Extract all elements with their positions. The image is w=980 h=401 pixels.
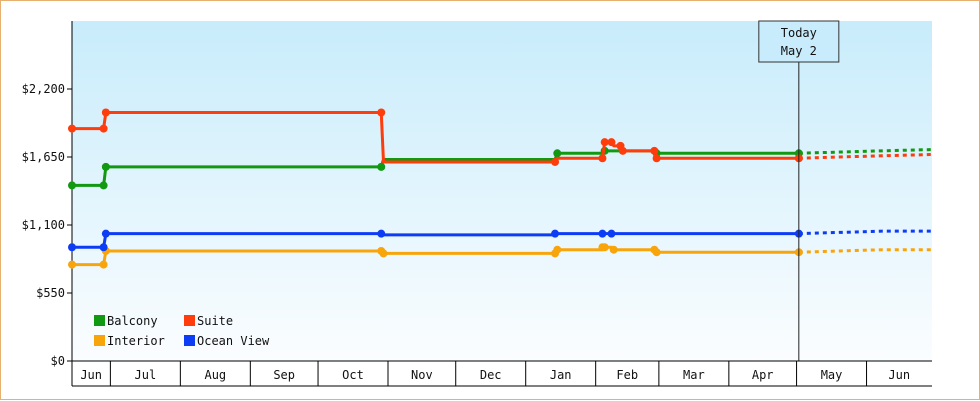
legend-swatch-balcony: [94, 315, 105, 326]
x-axis: Jun Jul Aug Sep Oct Nov Dec Jan Feb Mar Apr May Jun: [72, 360, 932, 387]
legend-swatch-suite: [184, 315, 195, 326]
data-point: [68, 243, 76, 252]
data-point: [650, 146, 659, 155]
legend: Balcony Suite Interior Ocean View: [94, 314, 270, 348]
data-point: [101, 108, 110, 117]
data-point: [99, 260, 108, 269]
series-layer: [68, 108, 933, 269]
data-point: [99, 124, 108, 133]
month-label: Jul: [135, 368, 157, 382]
legend-swatch-ocean-view: [184, 335, 195, 346]
data-point: [598, 154, 607, 163]
month-label: Jun: [80, 368, 102, 382]
month-label: Mar: [683, 368, 705, 382]
data-point: [99, 181, 108, 190]
month-label: Apr: [752, 368, 774, 382]
data-point: [618, 146, 627, 155]
today-box: [758, 20, 840, 63]
y-tick-label: $550: [36, 286, 65, 300]
month-label: Dec: [480, 368, 502, 382]
legend-swatch-interior: [94, 335, 105, 346]
data-point: [598, 229, 607, 238]
data-point: [68, 181, 76, 190]
data-point: [652, 248, 661, 257]
y-tick-label: $2,200: [22, 82, 65, 96]
data-point: [607, 138, 616, 147]
data-point: [377, 229, 386, 238]
month-label: Feb: [616, 368, 638, 382]
month-label: Sep: [273, 368, 295, 382]
legend-label-interior: Interior: [107, 334, 165, 348]
y-axis: $0 $550 $1,100 $1,650 $2,200: [22, 21, 73, 386]
y-tick-label: $0: [51, 354, 65, 368]
month-label: Jun: [888, 368, 910, 382]
series-line-interior: [72, 245, 799, 267]
month-label: May: [821, 368, 843, 382]
data-point: [652, 154, 661, 163]
plot-area: [72, 21, 932, 361]
data-point: [379, 249, 388, 258]
month-label: Aug: [204, 368, 226, 382]
data-point: [600, 243, 609, 252]
data-point: [551, 157, 560, 166]
data-point: [101, 229, 110, 238]
data-point: [607, 229, 616, 238]
month-label: Nov: [411, 368, 433, 382]
data-point: [101, 162, 110, 171]
data-point: [551, 229, 560, 238]
legend-label-ocean-view: Ocean View: [197, 334, 270, 348]
data-point: [553, 245, 562, 254]
y-tick-label: $1,100: [22, 218, 65, 232]
data-point: [553, 149, 562, 158]
today-marker: Today May 2: [758, 20, 840, 361]
legend-label-suite: Suite: [197, 314, 233, 328]
legend-label-balcony: Balcony: [107, 314, 158, 328]
data-point: [68, 260, 76, 269]
series-line-suite: [72, 110, 799, 164]
month-label: Oct: [342, 368, 364, 382]
data-point: [609, 245, 618, 254]
month-label: Jan: [550, 368, 572, 382]
y-tick-label: $1,650: [22, 150, 65, 164]
data-point: [377, 162, 386, 171]
data-point: [68, 124, 76, 133]
data-point: [600, 138, 609, 147]
today-date: May 2: [781, 44, 817, 58]
data-point: [377, 108, 386, 117]
data-point: [99, 243, 108, 252]
today-label: Today: [781, 26, 817, 40]
